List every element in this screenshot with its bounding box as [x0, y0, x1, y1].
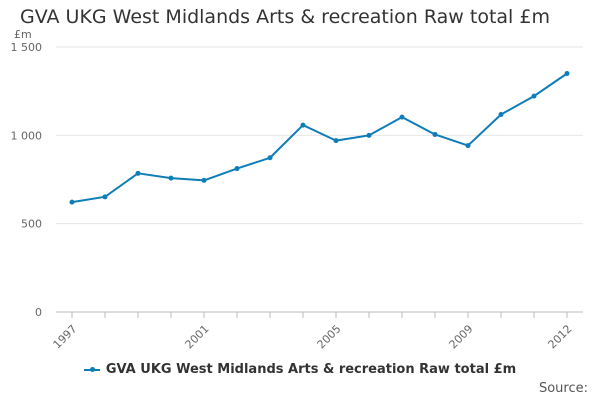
y-tick-label: 0 [35, 306, 42, 319]
chart-title: GVA UKG West Midlands Arts & recreation … [20, 6, 550, 28]
data-point[interactable] [498, 111, 504, 117]
y-tick-label: 500 [21, 218, 42, 231]
legend-label: GVA UKG West Midlands Arts & recreation … [105, 362, 517, 377]
data-point[interactable] [333, 138, 339, 144]
data-point[interactable] [267, 155, 273, 161]
y-axis-unit: £m [14, 28, 32, 41]
data-point[interactable] [69, 199, 75, 205]
x-tick-label: 2009 [447, 322, 476, 351]
data-point[interactable] [432, 131, 438, 137]
x-tick-label: 1997 [51, 322, 80, 351]
data-point[interactable] [102, 194, 108, 200]
y-tick-label: 1 000 [11, 129, 43, 142]
data-point[interactable] [300, 122, 306, 128]
x-tick-label: 2005 [315, 322, 344, 351]
x-tick-label: 2012 [546, 322, 575, 351]
data-point[interactable] [201, 177, 207, 183]
data-point[interactable] [465, 143, 471, 149]
x-tick-label: 2001 [183, 322, 212, 351]
y-tick-label: 1 500 [11, 41, 43, 54]
source-label: Source: [538, 381, 588, 396]
data-point[interactable] [168, 175, 174, 181]
series-line [71, 72, 568, 204]
data-point[interactable] [564, 71, 570, 76]
legend-item[interactable]: GVA UKG West Midlands Arts & recreation … [83, 362, 517, 377]
legend: GVA UKG West Midlands Arts & recreation … [0, 362, 600, 377]
legend-line-marker-icon [83, 366, 100, 372]
data-point[interactable] [366, 132, 372, 138]
data-point[interactable] [531, 93, 537, 99]
data-point[interactable] [135, 170, 141, 176]
data-point[interactable] [399, 114, 405, 120]
data-point[interactable] [234, 166, 240, 172]
